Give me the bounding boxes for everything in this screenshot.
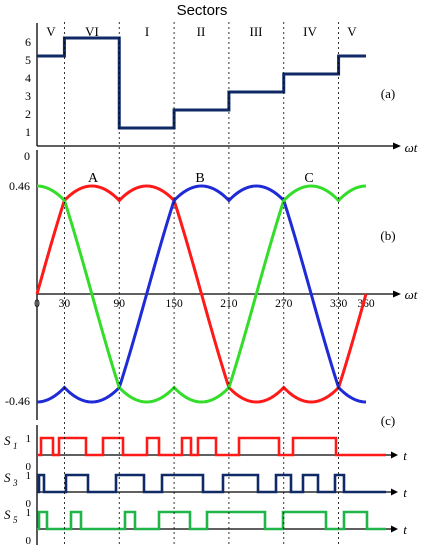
signal-high-label: 1 (26, 433, 32, 445)
signal-low-label: 0 (26, 535, 32, 547)
phase-curve-c (36, 184, 367, 404)
panel-a-x-label: ωt (405, 140, 418, 155)
sector-label: VI (85, 24, 99, 39)
sector-labels: V VI I II III IV V (46, 24, 357, 39)
sector-label: IV (303, 24, 317, 39)
sector-label: V (347, 24, 357, 39)
signal-time-label: t (403, 485, 407, 500)
panel-b-y-max-label: 0.46 (9, 179, 30, 193)
signal-axis-arrow (391, 525, 398, 533)
signal-low-label: 0 (26, 461, 32, 473)
panel-a-y-tick: 5 (25, 53, 31, 67)
signal-axis-arrow (391, 488, 398, 496)
chart-title: Sectors (177, 2, 228, 19)
signal-subscript: 5 (13, 515, 18, 525)
panel-a-label: (a) (381, 86, 395, 101)
sector-dividers (64, 22, 339, 545)
signal-low-label: 0 (26, 498, 32, 510)
panel-a-x-arrow (393, 142, 401, 150)
sector-label: V (46, 24, 56, 39)
sector-label: II (197, 24, 206, 39)
panel-b-x-tick: 0 (34, 298, 40, 310)
panel-b-y-min-label: -0.46 (5, 394, 30, 408)
panel-a-y-ticks: 6 5 4 3 2 1 (25, 35, 31, 139)
phase-curve-a (35, 184, 368, 404)
signal-waveform (37, 473, 386, 494)
panel-a-y-tick: 2 (25, 107, 31, 121)
panel-b-label: (b) (380, 228, 395, 243)
panel-b-x-label: ωt (405, 287, 418, 302)
panel-b-y-top-label: 0 (24, 149, 30, 163)
panel-a: Sectors ωt (a) 6 5 4 3 2 1 V VI I II III… (25, 2, 418, 155)
signal-axis-arrow (391, 451, 398, 459)
signal-time-label: t (403, 522, 407, 537)
phase-labels: A B C (88, 171, 314, 186)
phase-label-c: C (304, 171, 313, 186)
signal-high-label: 1 (26, 470, 32, 482)
signal-name: S (4, 507, 11, 522)
phase-label-a: A (88, 171, 99, 186)
panel-a-y-tick: 4 (25, 71, 31, 85)
sector-label: III (250, 24, 263, 39)
panel-b-x-arrow (393, 290, 401, 298)
panel-b: ωt (b) 0 0.46 -0.46 0 30 90 150 210 270 330 360… (5, 149, 418, 420)
signal-name: S (4, 470, 11, 485)
panel-b-x-tick: 360 (357, 298, 375, 310)
signal-high-label: 1 (26, 507, 32, 519)
phase-curves (35, 184, 368, 404)
panel-a-y-tick: 6 (25, 35, 31, 49)
signal-waveform (37, 510, 386, 531)
signal-subscript: 3 (12, 478, 18, 488)
signal-subscript: 1 (13, 441, 18, 451)
panel-a-y-tick: 1 (25, 125, 31, 139)
signal-time-label: t (403, 448, 407, 463)
signal-name: S (4, 433, 11, 448)
sector-step-line (37, 36, 366, 130)
sector-label: I (145, 24, 149, 39)
panel-a-y-tick: 3 (25, 89, 31, 103)
phase-curve-b (36, 184, 367, 404)
phase-label-b: B (195, 171, 204, 186)
signal-waveform (37, 436, 386, 457)
panel-c-label: (c) (381, 413, 395, 428)
